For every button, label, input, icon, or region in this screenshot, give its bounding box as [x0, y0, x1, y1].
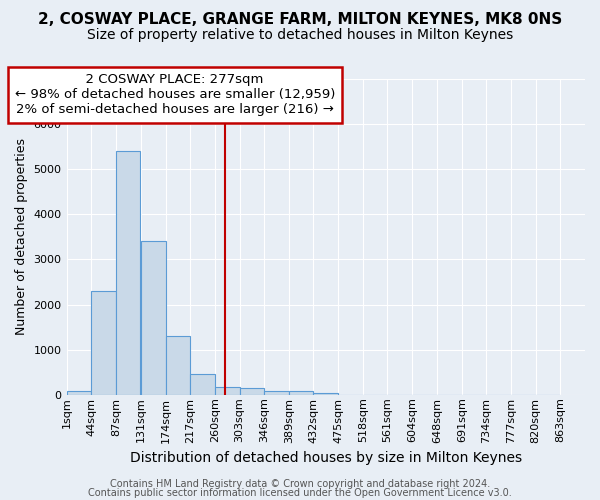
Bar [264, 392, 289, 395]
Bar [289, 392, 313, 395]
Bar [239, 388, 264, 395]
Bar [190, 374, 215, 395]
Y-axis label: Number of detached properties: Number of detached properties [15, 138, 28, 336]
Bar [313, 392, 338, 395]
Bar [141, 242, 166, 395]
Bar [67, 392, 91, 395]
Text: 2, COSWAY PLACE, GRANGE FARM, MILTON KEYNES, MK8 0NS: 2, COSWAY PLACE, GRANGE FARM, MILTON KEY… [38, 12, 562, 28]
Bar [116, 151, 140, 395]
Bar [166, 336, 190, 395]
X-axis label: Distribution of detached houses by size in Milton Keynes: Distribution of detached houses by size … [130, 451, 522, 465]
Text: Contains HM Land Registry data © Crown copyright and database right 2024.: Contains HM Land Registry data © Crown c… [110, 479, 490, 489]
Bar [215, 387, 239, 395]
Text: Size of property relative to detached houses in Milton Keynes: Size of property relative to detached ho… [87, 28, 513, 42]
Bar [91, 291, 116, 395]
Text: 2 COSWAY PLACE: 277sqm  
← 98% of detached houses are smaller (12,959)
2% of sem: 2 COSWAY PLACE: 277sqm ← 98% of detached… [14, 74, 335, 116]
Text: Contains public sector information licensed under the Open Government Licence v3: Contains public sector information licen… [88, 488, 512, 498]
